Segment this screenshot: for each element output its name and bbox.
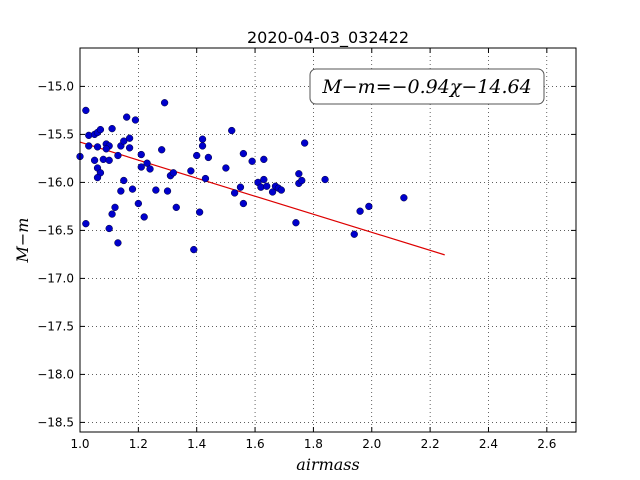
y-tick-label: −15.5 [37,127,74,141]
y-tick-label: −16.0 [37,175,74,189]
data-point [131,116,140,124]
x-axis-label: airmass [296,455,359,474]
data-point [90,156,99,164]
data-point [105,156,113,164]
data-point [201,174,210,183]
plot-background [80,48,576,432]
annotation-box: M−m=−0.94χ−14.64 [309,68,545,105]
data-point [190,245,198,254]
x-tick-label: 2.2 [421,437,440,451]
y-tick-label: −18.5 [37,415,74,429]
data-point [169,169,178,177]
chart-title: 2020-04-03_032422 [247,28,409,48]
data-point [120,176,128,185]
data-point [356,207,364,215]
data-point [248,157,256,165]
data-point [105,224,113,233]
x-tick-label: 1.6 [246,437,265,451]
y-tick-label: −17.5 [37,319,74,333]
data-point [263,182,271,190]
data-point [163,187,172,195]
data-point [117,187,125,195]
data-point [400,194,408,202]
data-point [198,142,207,150]
scatter-points [76,99,408,254]
data-point [137,150,145,159]
data-point [125,144,134,152]
data-point [82,220,90,228]
data-point [260,175,268,184]
data-point [198,135,207,143]
data-point [158,146,166,154]
data-point [108,124,116,133]
plot-area [76,47,577,433]
data-point [321,175,329,184]
plot-frame [79,47,577,433]
data-point [137,163,145,171]
data-point [292,219,300,227]
data-point [93,173,102,182]
data-point [260,155,268,164]
data-point [160,99,169,107]
data-point [82,106,90,115]
x-tick-label: 1.0 [70,437,89,451]
data-point [102,145,110,153]
fit-equation: M−m=−0.94χ−14.64 [321,76,531,98]
x-tick-label: 2.6 [537,437,556,451]
data-point [230,189,239,197]
x-tick-label: 1.8 [304,437,323,451]
data-point [120,137,128,145]
data-point [114,239,122,247]
data-point [114,151,122,160]
y-tick-label: −18.0 [37,367,74,381]
fit-line [79,141,445,256]
data-point [93,143,102,151]
data-point [134,199,143,208]
data-point [222,164,230,172]
data-point [228,126,236,135]
data-point [195,208,204,216]
data-point [295,170,303,178]
data-point [204,153,213,162]
data-point [187,167,195,175]
data-point [85,142,93,150]
data-point [146,165,154,173]
y-axis-label: M−m [13,218,32,264]
tick-marks [79,48,576,432]
data-point [277,186,285,194]
data-point [365,202,373,211]
data-point [128,185,137,193]
y-tick-labels: −15.0 −15.5 −16.0 −16.5 −17.0 −17.5 −18.0 −18.5 [37,79,74,429]
data-point [193,151,201,160]
data-point [239,149,248,158]
data-point [125,134,134,142]
data-point [239,199,248,208]
data-point [268,188,277,196]
data-point [140,213,148,221]
data-point [96,125,105,134]
data-point [111,203,119,212]
x-tick-label: 1.4 [187,437,206,451]
x-tick-label: 1.2 [129,437,148,451]
data-point [301,139,309,147]
x-tick-label: 2.0 [362,437,381,451]
data-point [152,186,160,194]
data-point [350,230,358,238]
x-tick-labels: 1.0 1.2 1.4 1.6 1.8 2.0 2.2 2.4 2.6 [70,437,556,451]
data-point [108,210,116,218]
data-point [172,203,180,212]
data-point [123,113,131,121]
data-point [298,176,306,185]
fit-line-layer [79,141,445,256]
y-tick-label: −16.5 [37,223,74,237]
data-point [143,159,151,167]
grid-lines [79,48,576,432]
annotation-frame [309,68,545,105]
y-tick-label: −17.0 [37,271,74,285]
x-tick-label: 2.4 [479,437,498,451]
data-point [236,183,245,191]
y-tick-label: −15.0 [37,79,74,93]
